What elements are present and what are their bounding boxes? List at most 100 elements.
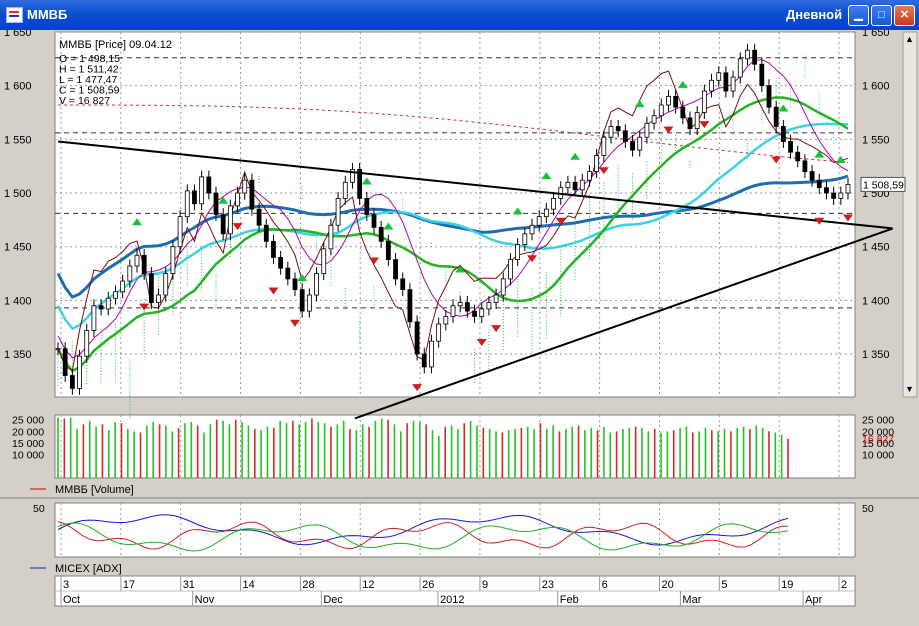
adx-ytick-label-right: 50 — [862, 503, 874, 515]
candle-body — [572, 181, 578, 191]
candle-body — [457, 302, 463, 307]
last-price-box — [860, 176, 906, 192]
candle-body — [788, 141, 793, 153]
candle-body — [184, 190, 190, 218]
candle-body — [824, 187, 829, 194]
candle-body — [450, 305, 456, 317]
support-trendline — [354, 227, 894, 420]
candle-body — [630, 141, 635, 151]
buy-signal-arrow — [814, 150, 825, 158]
candle-body — [156, 294, 161, 303]
price-ytick-label-right: 1 650 — [862, 30, 890, 39]
ma-cyan-line — [56, 122, 849, 331]
volume-ytick-label-right: 15 000 — [862, 438, 894, 450]
candle-body — [543, 208, 549, 218]
candle-body — [69, 375, 75, 389]
buy-signal-arrow — [541, 172, 552, 180]
adx-legend-label: MICEX [ADX] — [55, 563, 122, 575]
day-tick-label: 28 — [302, 579, 314, 591]
candle-body — [429, 340, 434, 368]
candle-body — [536, 216, 542, 226]
buy-signal-arrow — [835, 155, 846, 163]
adx-ytick-label-left: 50 — [33, 503, 45, 515]
day-tick-label: 17 — [123, 579, 135, 591]
candle-body — [213, 192, 219, 215]
candle-body — [773, 106, 779, 127]
buy-signal-arrow — [218, 196, 229, 204]
candle-body — [666, 96, 671, 106]
ma200-line — [58, 104, 849, 163]
candle-body — [644, 122, 650, 138]
price-ytick-label-left: 1 450 — [4, 242, 32, 254]
buy-signal-arrow — [132, 218, 142, 226]
price-ytick-label-right: 1 550 — [862, 134, 890, 146]
timeframe-label[interactable]: Дневной — [786, 7, 843, 22]
candle-body — [350, 169, 355, 183]
volume-ytick-label-right: 10 000 — [862, 450, 894, 462]
candle-body — [723, 72, 729, 92]
candle-body — [62, 348, 68, 376]
close-icon[interactable]: ✕ — [894, 5, 915, 26]
sell-signal-arrow — [555, 217, 566, 225]
candle-body — [400, 278, 406, 291]
price-ytick-label-left: 1 500 — [4, 188, 32, 200]
candle-body — [141, 254, 147, 274]
adx-panel-frame — [54, 502, 856, 558]
candle-body — [838, 192, 844, 199]
adx-line — [57, 514, 789, 546]
candle-body — [493, 294, 499, 303]
candle-body — [292, 278, 298, 291]
candle-body — [220, 214, 226, 235]
day-tick-label: 20 — [661, 579, 673, 591]
sell-signal-arrow — [476, 339, 487, 347]
candle-body — [658, 104, 664, 117]
buy-signal-arrow — [455, 265, 466, 273]
buy-signal-arrow — [570, 152, 581, 160]
title-bar[interactable]: ММВБ Дневной ▁ □ ✕ — [0, 0, 919, 30]
ohlc-header: ММВБ [Price] 09.04.12 — [59, 39, 172, 51]
day-tick-label: 23 — [542, 579, 554, 591]
candle-body — [766, 85, 772, 108]
volume-panel-frame — [54, 414, 856, 479]
day-tick-label: 3 — [63, 579, 69, 591]
candle-body — [421, 353, 427, 368]
candle-body — [393, 259, 398, 280]
ichimoku-cloud — [57, 55, 849, 420]
candle-body — [745, 49, 750, 60]
candle-body — [680, 106, 686, 119]
candle-body — [299, 289, 305, 312]
sell-signal-arrow — [814, 217, 825, 225]
month-tick-label: Mar — [682, 594, 701, 606]
buy-signal-arrow — [677, 80, 688, 88]
sell-signal-arrow — [369, 257, 379, 265]
sell-signal-arrow — [290, 319, 300, 327]
candle-body — [227, 205, 233, 235]
maximize-icon[interactable]: □ — [871, 5, 892, 26]
candle-body — [464, 302, 470, 312]
chart-area[interactable]: ▲ ▼ 1 350 1 350 1 400 1 400 1 450 1 450 1 500 1 5… — [0, 30, 919, 626]
day-tick-label: 31 — [183, 579, 195, 591]
candle-body — [192, 190, 197, 205]
candle-body — [443, 316, 449, 325]
candle-body — [148, 273, 154, 303]
candle-body — [615, 126, 621, 132]
volume-ytick-label-left: 20 000 — [12, 426, 44, 438]
sell-signal-arrow — [771, 156, 782, 164]
candle-body — [278, 257, 284, 269]
window-title: ММВБ — [27, 7, 68, 22]
candle-body — [371, 214, 377, 228]
chart-app-icon — [6, 7, 23, 23]
candle-body — [701, 90, 707, 113]
candle-body — [515, 244, 521, 260]
day-tick-label: 9 — [482, 579, 488, 591]
candle-body — [737, 58, 743, 78]
candle-body — [98, 305, 104, 310]
minimize-icon[interactable]: ▁ — [848, 5, 869, 26]
ma-green-line — [56, 96, 849, 373]
price-ytick-label-left: 1 350 — [4, 349, 32, 361]
candle-body — [170, 246, 176, 274]
month-tick-label: Nov — [195, 594, 215, 606]
month-tick-label: Apr — [805, 594, 822, 606]
day-tick-label: 12 — [362, 579, 374, 591]
